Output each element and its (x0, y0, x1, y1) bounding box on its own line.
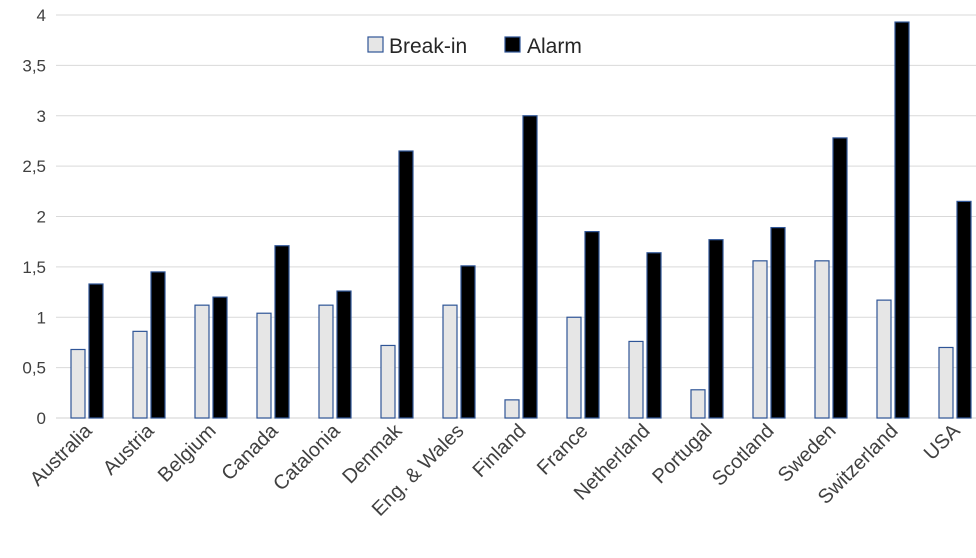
bar-break-in (194, 304, 210, 419)
y-tick-label: 3 (37, 107, 46, 126)
x-tick-label: USA (920, 420, 965, 465)
bar-alarm (336, 290, 352, 419)
bar-break-in (938, 346, 954, 419)
bar-alarm (770, 226, 786, 419)
bar-break-in (628, 340, 644, 419)
bar-alarm (398, 150, 414, 419)
bars (70, 21, 972, 419)
x-tick-label: Belgium (154, 420, 221, 487)
bar-break-in (132, 330, 148, 419)
bar-alarm (460, 265, 476, 419)
legend-label: Break-in (389, 35, 467, 58)
bar-break-in (814, 260, 830, 419)
bar-alarm (708, 239, 724, 419)
y-tick-label: 4 (37, 6, 46, 25)
x-tick-label: Austria (99, 419, 159, 479)
y-tick-label: 0,5 (22, 359, 46, 378)
bar-alarm (894, 21, 910, 419)
legend-swatch (367, 36, 384, 53)
legend-label: Alarm (527, 35, 582, 58)
x-tick-label: Catalonia (269, 419, 345, 495)
bar-alarm (584, 231, 600, 419)
y-tick-label: 0 (37, 409, 46, 428)
x-axis-labels: Australia AustriaBelgiumCanadaCataloniaDe… (26, 419, 965, 520)
bar-alarm (212, 296, 228, 419)
bar-alarm (956, 200, 972, 419)
y-tick-label: 1 (37, 308, 46, 327)
bar-break-in (318, 304, 334, 419)
legend-swatch (504, 36, 521, 53)
x-tick-label: France (533, 420, 593, 480)
y-tick-label: 3,5 (22, 56, 46, 75)
bar-alarm (646, 252, 662, 419)
bar-alarm (522, 115, 538, 419)
x-tick-label: Australia (26, 419, 97, 490)
y-axis-ticks: 0 0,5 1 1,5 2 2,5 3 3,5 4 (22, 6, 46, 428)
bar-break-in (566, 316, 582, 419)
bar-alarm (88, 283, 104, 419)
bar-break-in (690, 389, 706, 419)
bar-break-in (256, 312, 272, 419)
bar-break-in (752, 260, 768, 419)
bar-alarm (150, 271, 166, 419)
y-tick-label: 2 (37, 208, 46, 227)
bar-break-in (380, 344, 396, 419)
bar-break-in (70, 348, 86, 419)
x-tick-label: Portugal (648, 420, 716, 488)
x-tick-label: Scotland (708, 420, 779, 491)
x-tick-label: Finland (469, 420, 531, 482)
legend: Break-in Alarm (367, 35, 582, 58)
y-tick-label: 1,5 (22, 258, 46, 277)
bar-alarm (832, 137, 848, 419)
bar-break-in (504, 399, 520, 419)
y-tick-label: 2,5 (22, 157, 46, 176)
bar-break-in (876, 299, 892, 419)
bar-break-in (442, 304, 458, 419)
bar-alarm (274, 245, 290, 419)
